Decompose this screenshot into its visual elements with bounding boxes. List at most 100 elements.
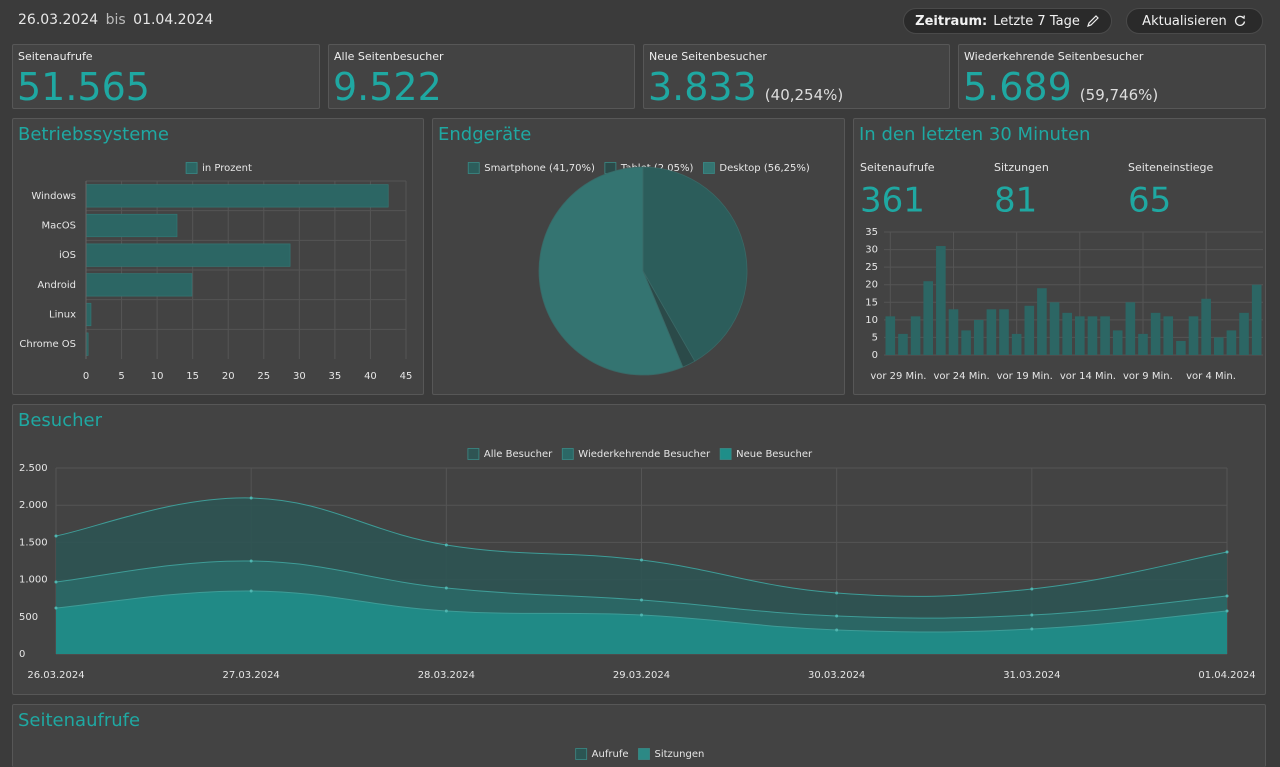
legend-label: in Prozent <box>202 163 252 174</box>
os-chart: in Prozent 0 5 10 15 20 25 30 35 40 45 Windows MacOS… <box>19 162 412 382</box>
pie-slice <box>538 166 684 376</box>
data-point <box>54 534 58 538</box>
y-tick-label: Chrome OS <box>19 339 76 350</box>
x-tick-label: 25 <box>257 371 270 382</box>
data-point <box>54 606 58 610</box>
y-tick-label: 500 <box>19 612 38 623</box>
x-tick-label: 5 <box>118 371 124 382</box>
panel-title: Betriebssysteme <box>18 124 169 145</box>
x-tick-label: vor 4 Min. <box>1186 371 1236 382</box>
device-panel: Smartphone (41,70%)Tablet (2,05%)Desktop… <box>432 118 845 395</box>
edit-icon <box>1086 15 1099 27</box>
y-tick-label: iOS <box>59 250 76 261</box>
x-tick-label: 10 <box>151 371 164 382</box>
bar <box>85 243 291 267</box>
y-tick-label: 0 <box>872 350 878 361</box>
device-chart: Smartphone (41,70%)Tablet (2,05%)Desktop… <box>467 162 810 376</box>
bar <box>85 213 178 238</box>
kpi-card: Seitenaufrufe 51.565 <box>12 44 320 109</box>
kpi-label: Wiederkehrende Seitenbesucher <box>964 50 1144 63</box>
x-tick-label: vor 19 Min. <box>997 371 1053 382</box>
x-tick-label: vor 14 Min. <box>1060 371 1116 382</box>
y-tick-label: 30 <box>865 245 878 256</box>
legend-label: Neue Besucher <box>736 449 813 460</box>
bar <box>986 309 997 355</box>
bar <box>1188 316 1199 355</box>
os-panel: in Prozent 0 5 10 15 20 25 30 35 40 45 Windows MacOS… <box>12 118 424 395</box>
x-tick-label: 20 <box>222 371 235 382</box>
realtime-panel: Seitenaufrufe 361 Sitzungen 81 Seiteneinstie… <box>853 118 1266 395</box>
stat-label: Seitenaufrufe <box>860 161 935 174</box>
bar <box>1125 302 1136 355</box>
kpi-value-row: 5.689 (59,746%) <box>963 65 1159 108</box>
kpi-card: Neue Seitenbesucher 3.833 (40,254%) <box>643 44 950 109</box>
x-tick-label: 35 <box>329 371 342 382</box>
panel-title: Besucher <box>18 410 102 431</box>
period-value: Letzte 7 Tage <box>993 13 1080 29</box>
legend-label: Desktop (56,25%) <box>719 163 809 174</box>
bar <box>1201 298 1211 355</box>
bar <box>1226 330 1237 355</box>
y-tick-label: Android <box>37 280 76 291</box>
legend-swatch <box>185 162 198 174</box>
visitors-panel: Alle Besucher Wiederkehrende Besucher Neue… <box>12 404 1266 695</box>
legend-swatch <box>719 448 732 460</box>
x-tick-label: 29.03.2024 <box>613 670 670 681</box>
x-tick-label: vor 9 Min. <box>1123 371 1173 382</box>
legend-swatch <box>703 162 715 174</box>
period-button[interactable]: Zeitraum: Letzte 7 Tage <box>903 8 1112 34</box>
panel-title: In den letzten 30 Minuten <box>859 124 1091 145</box>
data-point <box>249 589 253 593</box>
bar <box>1100 316 1110 355</box>
bar <box>1087 316 1098 355</box>
bar <box>923 281 934 355</box>
bar <box>1024 305 1035 355</box>
data-point <box>1225 609 1229 613</box>
bar <box>85 302 92 327</box>
legend-label: Sitzungen <box>655 749 705 760</box>
data-point <box>54 580 58 584</box>
x-tick-label: vor 29 Min. <box>870 371 926 382</box>
date-separator: bis <box>105 12 126 28</box>
bar <box>1251 284 1262 355</box>
data-point <box>444 609 448 613</box>
panel-title: Endgeräte <box>438 124 532 145</box>
date-from: 26.03.2024 <box>18 12 99 28</box>
bar <box>1213 337 1224 355</box>
data-point <box>249 496 253 500</box>
kpi-share: (59,746%) <box>1079 86 1159 104</box>
x-tick-label: 40 <box>364 371 377 382</box>
data-point <box>640 598 643 602</box>
legend-swatch <box>467 162 480 174</box>
bar <box>885 316 896 355</box>
bar <box>1163 316 1174 355</box>
period-label: Zeitraum: <box>915 13 988 29</box>
refresh-label: Aktualisieren <box>1142 13 1227 29</box>
x-tick-label: 15 <box>186 371 199 382</box>
bar <box>1150 312 1161 355</box>
bar <box>1075 316 1085 355</box>
x-tick-label: 30.03.2024 <box>808 670 865 681</box>
pageviews-panel: Aufrufe Sitzungen Seitenaufrufe <box>12 704 1266 767</box>
bar <box>898 333 908 355</box>
y-tick-label: 2.000 <box>19 500 48 511</box>
data-point <box>1225 594 1229 598</box>
refresh-button[interactable]: Aktualisieren <box>1126 8 1263 34</box>
bar <box>1138 333 1148 355</box>
legend-label: Alle Besucher <box>484 449 553 460</box>
pageviews-chart: Aufrufe Sitzungen <box>575 748 705 760</box>
stat-label: Sitzungen <box>994 161 1049 174</box>
bar <box>936 246 946 355</box>
data-point <box>835 591 839 595</box>
y-tick-label: 15 <box>865 297 878 308</box>
area-fill <box>56 590 1227 654</box>
data-point <box>1030 627 1034 631</box>
data-point <box>249 559 253 563</box>
stat-label: Seiteneinstiege <box>1128 161 1214 174</box>
bar <box>1239 312 1249 355</box>
bar <box>85 273 193 297</box>
y-tick-label: 2.500 <box>19 463 48 474</box>
legend-swatch <box>467 448 480 460</box>
data-point <box>640 558 643 562</box>
bar <box>1037 288 1047 355</box>
